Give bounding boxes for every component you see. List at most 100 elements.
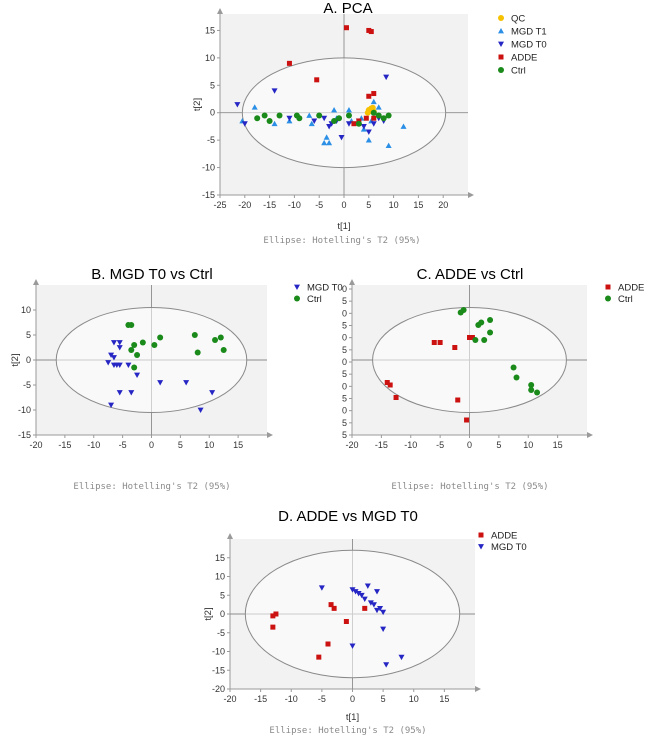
data-point[interactable] [338, 135, 345, 141]
data-point[interactable] [108, 402, 115, 408]
data-point[interactable] [366, 93, 372, 99]
legend-marker[interactable] [605, 284, 611, 290]
legend-marker[interactable] [478, 544, 484, 550]
data-point[interactable] [383, 662, 390, 668]
data-point[interactable] [393, 395, 399, 400]
data-point[interactable] [125, 362, 132, 368]
data-point[interactable] [345, 106, 352, 113]
data-point[interactable] [455, 397, 461, 403]
data-point[interactable] [358, 592, 365, 599]
legend-marker[interactable] [498, 67, 504, 73]
data-point[interactable] [349, 587, 356, 593]
data-point[interactable] [131, 342, 138, 348]
data-point[interactable] [220, 347, 227, 353]
data-point[interactable] [510, 364, 517, 371]
data-point[interactable] [316, 112, 323, 119]
data-point[interactable] [385, 112, 392, 119]
legend-marker[interactable] [605, 295, 611, 302]
data-point[interactable] [131, 364, 138, 371]
data-point[interactable] [371, 91, 377, 97]
data-point[interactable] [325, 641, 331, 647]
data-point[interactable] [128, 322, 135, 328]
data-point[interactable] [385, 142, 392, 149]
data-point[interactable] [377, 605, 384, 612]
data-point[interactable] [134, 372, 141, 378]
data-point[interactable] [398, 654, 405, 661]
data-point[interactable] [374, 607, 380, 614]
data-point[interactable] [362, 605, 368, 611]
data-point[interactable] [375, 112, 382, 119]
data-point[interactable] [197, 407, 204, 413]
data-point[interactable] [209, 390, 216, 396]
data-point[interactable] [157, 380, 164, 386]
data-point[interactable] [151, 342, 158, 348]
legend-marker[interactable] [498, 28, 504, 34]
data-point[interactable] [478, 319, 485, 326]
data-point[interactable] [311, 118, 318, 124]
data-point[interactable] [110, 355, 117, 361]
data-point[interactable] [328, 602, 334, 608]
data-point[interactable] [481, 337, 488, 343]
data-point[interactable] [351, 121, 357, 127]
data-point[interactable] [254, 115, 261, 122]
data-point[interactable] [487, 317, 494, 323]
data-point[interactable] [212, 337, 219, 343]
data-point[interactable] [266, 117, 273, 124]
data-point[interactable] [387, 382, 393, 388]
data-point[interactable] [469, 335, 475, 340]
data-point[interactable] [183, 380, 190, 386]
data-point[interactable] [323, 134, 330, 140]
data-point[interactable] [383, 74, 390, 81]
data-point[interactable] [352, 589, 359, 595]
data-point[interactable] [314, 77, 320, 83]
data-point[interactable] [326, 124, 333, 130]
data-point[interactable] [343, 619, 349, 624]
data-point[interactable] [331, 117, 338, 124]
data-point[interactable] [110, 340, 117, 346]
data-point[interactable] [128, 347, 135, 353]
legend-marker[interactable] [478, 532, 484, 538]
data-point[interactable] [316, 654, 322, 660]
legend-marker[interactable] [498, 41, 504, 47]
data-point[interactable] [116, 340, 123, 346]
legend-marker[interactable] [294, 284, 300, 290]
data-point[interactable] [431, 340, 437, 345]
data-point[interactable] [308, 120, 315, 127]
data-point[interactable] [336, 115, 343, 122]
data-point[interactable] [270, 613, 276, 619]
data-point[interactable] [371, 115, 377, 121]
data-point[interactable] [460, 307, 467, 313]
data-point[interactable] [234, 102, 241, 108]
data-point[interactable] [296, 115, 303, 122]
data-point[interactable] [384, 380, 390, 385]
data-point[interactable] [251, 104, 258, 110]
data-point[interactable] [326, 139, 333, 146]
data-point[interactable] [345, 121, 352, 127]
data-point[interactable] [528, 382, 535, 388]
data-point[interactable] [380, 626, 387, 632]
data-point[interactable] [349, 643, 356, 649]
data-point[interactable] [534, 389, 541, 396]
data-point[interactable] [374, 589, 380, 595]
data-point[interactable] [370, 121, 377, 127]
data-point[interactable] [321, 139, 328, 146]
data-point[interactable] [365, 129, 372, 135]
data-point[interactable] [139, 339, 146, 346]
data-point[interactable] [331, 605, 337, 611]
data-point[interactable] [528, 387, 535, 393]
data-point[interactable] [128, 390, 135, 396]
data-point[interactable] [487, 329, 494, 336]
data-point[interactable] [472, 337, 479, 343]
data-point[interactable] [116, 362, 123, 368]
data-point[interactable] [261, 112, 268, 119]
data-point[interactable] [321, 115, 328, 122]
data-point[interactable] [368, 29, 374, 35]
data-point[interactable] [363, 115, 369, 121]
data-point[interactable] [273, 611, 279, 617]
data-point[interactable] [105, 360, 112, 366]
data-point[interactable] [270, 624, 276, 630]
data-point[interactable] [355, 120, 362, 127]
data-point[interactable] [194, 349, 201, 356]
data-point[interactable] [271, 88, 278, 94]
data-point[interactable] [343, 25, 349, 31]
